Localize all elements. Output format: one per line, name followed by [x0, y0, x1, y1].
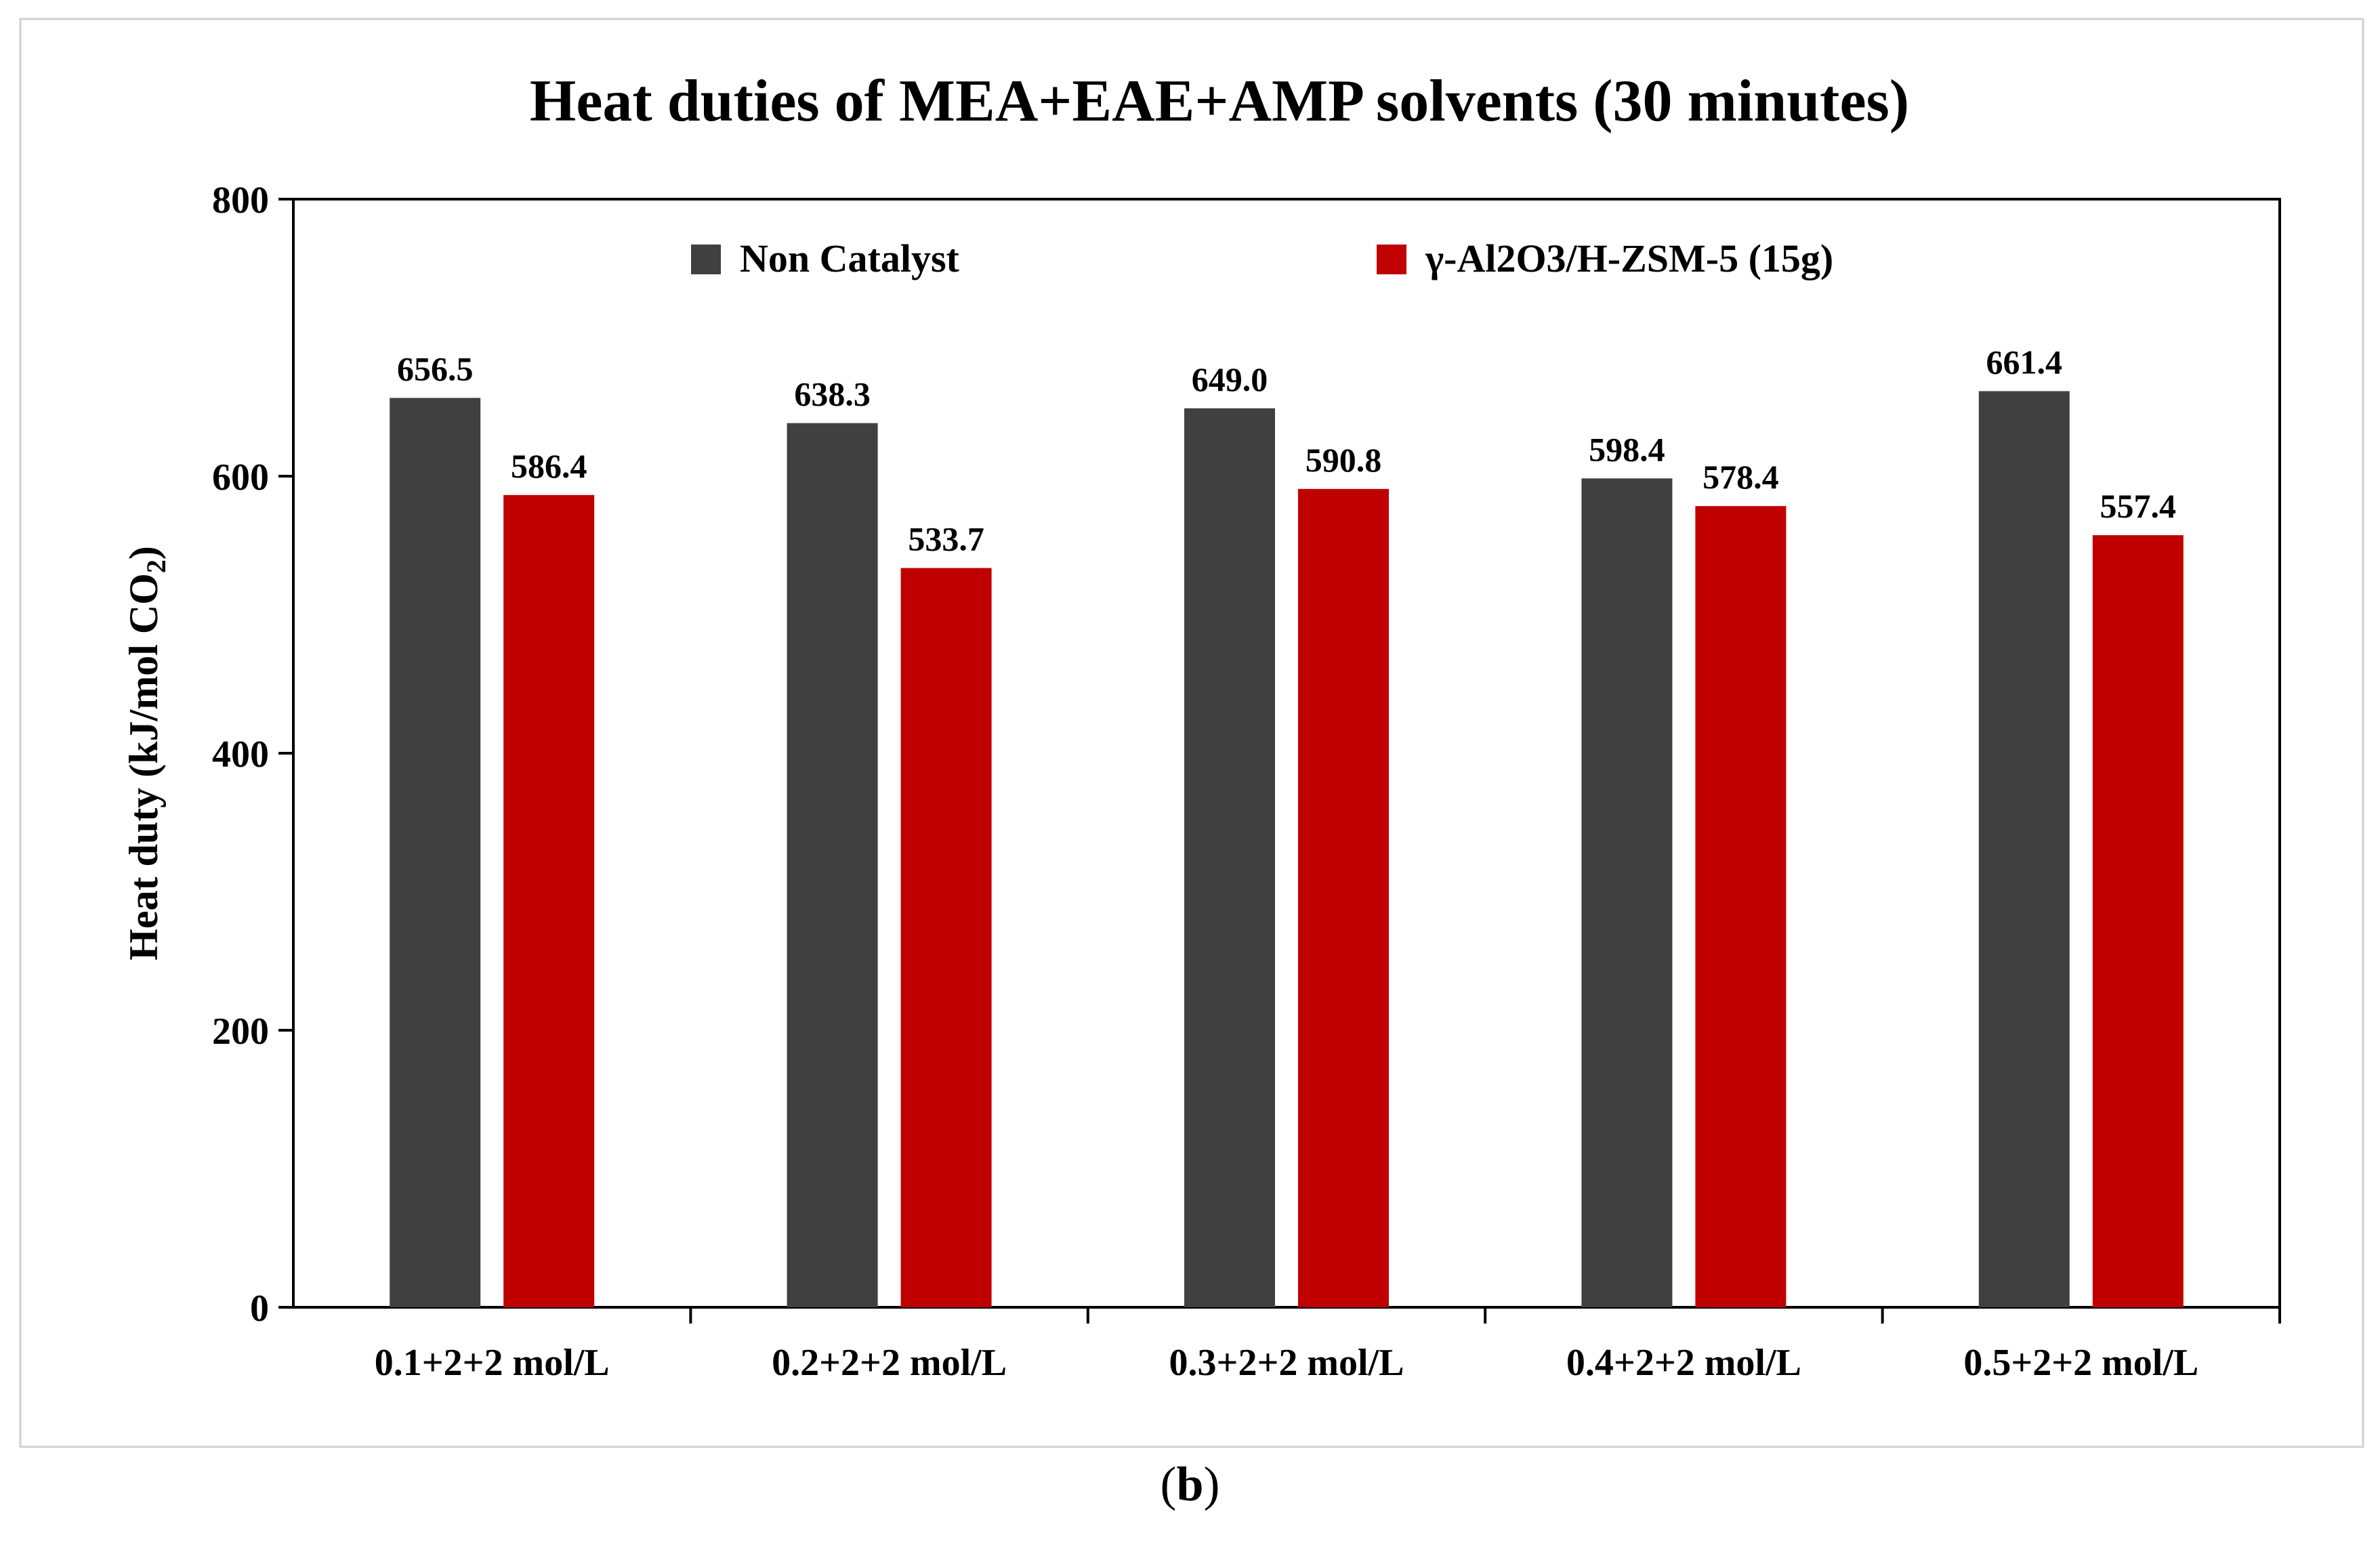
bar [390, 398, 481, 1307]
y-tick-label: 400 [212, 734, 269, 776]
data-label: 557.4 [2100, 487, 2177, 525]
legend-swatch [691, 245, 721, 274]
y-tick-label: 800 [212, 179, 269, 221]
y-tick-label: 600 [212, 457, 269, 499]
bar [1581, 478, 1673, 1307]
y-tick-label: 0 [250, 1288, 269, 1330]
bar [1298, 488, 1389, 1308]
data-label: 598.4 [1589, 430, 1665, 468]
legend-swatch [1377, 245, 1406, 274]
data-label: 656.5 [397, 350, 474, 387]
panel-letter: b [1176, 1457, 1204, 1511]
chart-title: Heat duties of MEA+EAE+AMP solvents (30 … [530, 68, 1909, 134]
x-tick-label: 0.5+2+2 mol/L [1963, 1342, 2198, 1384]
bar [900, 568, 992, 1307]
x-tick-label: 0.2+2+2 mol/L [772, 1342, 1007, 1384]
legend-label: γ-Al2O3/H-ZSM-5 (15g) [1425, 236, 1833, 280]
data-label: 649.0 [1192, 360, 1268, 398]
bar [787, 423, 878, 1307]
bar [503, 494, 595, 1307]
data-label: 638.3 [794, 375, 871, 413]
bar [1978, 391, 2070, 1307]
bar [2092, 535, 2184, 1308]
bar [1184, 408, 1275, 1308]
x-tick-label: 0.1+2+2 mol/L [375, 1342, 610, 1384]
x-tick-label: 0.4+2+2 mol/L [1566, 1342, 1801, 1384]
data-label: 533.7 [908, 520, 984, 558]
data-label: 661.4 [1986, 343, 2063, 381]
y-axis-label: Heat duty (kJ/mol CO2) [121, 546, 171, 960]
data-label: 590.8 [1306, 441, 1382, 479]
legend-label: Non Catalyst [740, 236, 960, 280]
data-label: 578.4 [1703, 458, 1779, 496]
panel-caption: (b) [1160, 1457, 1220, 1511]
bar [1695, 506, 1787, 1307]
y-tick-label: 200 [212, 1011, 269, 1053]
data-label: 586.4 [511, 447, 587, 485]
x-tick-label: 0.3+2+2 mol/L [1169, 1342, 1404, 1384]
